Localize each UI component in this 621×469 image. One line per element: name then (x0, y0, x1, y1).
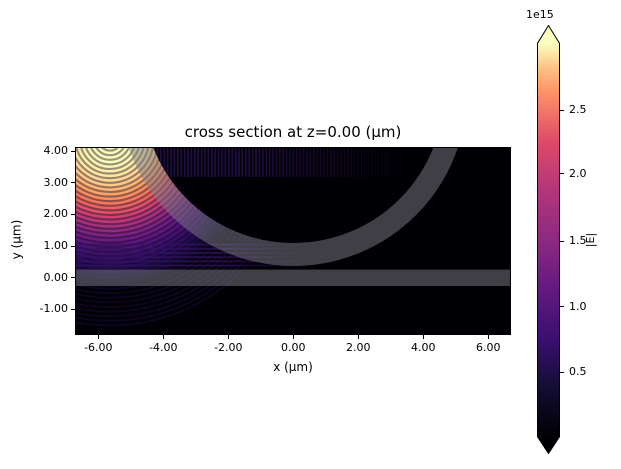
fringe-ring (100, 147, 120, 152)
ring-waveguide-cross-section (128, 147, 458, 266)
fringe-ring (75, 147, 145, 175)
fringe-ring (75, 147, 178, 207)
y-tick-label: 3.00 (43, 175, 69, 189)
y-tick-mark (71, 150, 75, 152)
x-tick-label: 4.00 (411, 341, 436, 354)
fringe-ring (75, 147, 265, 295)
y-tick-mark (71, 213, 75, 215)
y-tick-label: 2.00 (43, 207, 69, 221)
fringe-ring (75, 147, 155, 184)
colorbar-tick-label: 2.5 (569, 103, 587, 116)
colorbar-tick-label: 2.0 (569, 166, 587, 180)
fringe-ring (75, 147, 187, 217)
x-tick-mark (97, 335, 99, 339)
fringe-ring (80, 147, 140, 171)
fringe-ring (75, 147, 279, 308)
y-tick-label: 1.00 (43, 239, 69, 252)
fringe-ring (75, 147, 201, 230)
x-tick-label: 2.00 (346, 341, 371, 354)
fringe-ring (75, 147, 284, 313)
fringe-ring (75, 147, 192, 221)
y-tick-label: 0.00 (43, 270, 69, 284)
fringe-ring (75, 147, 173, 203)
fringe-ring (75, 147, 159, 189)
fringe-ring (75, 147, 261, 290)
colorbar-gradient-bar (537, 25, 560, 454)
fringe-ring (75, 147, 288, 318)
fringe-ring (75, 147, 206, 235)
x-tick-mark (487, 335, 489, 339)
fringe-ring (75, 147, 275, 304)
colorbar-offset-text: 1e15 (526, 8, 554, 21)
fringe-ring (75, 147, 150, 180)
y-tick-mark (71, 245, 75, 247)
y-tick-label: -1.00 (39, 302, 68, 316)
x-tick-label: -6.00 (84, 341, 113, 354)
fringe-ring (94, 147, 126, 157)
fringe-ring (75, 147, 164, 194)
x-tick-label: -4.00 (149, 341, 178, 354)
y-tick-label: 4.00 (43, 144, 69, 157)
stripe-fade-right (245, 147, 405, 177)
fringe-ring (89, 147, 131, 161)
colorbar-tick-mark (560, 371, 564, 373)
colorbar-tick-mark (560, 109, 564, 111)
colorbar-tick-label: 0.5 (569, 365, 587, 379)
x-tick-mark (357, 335, 359, 339)
colorbar-tick-mark (560, 306, 564, 308)
fringe-ring (75, 147, 182, 212)
colorbar (537, 25, 560, 454)
x-tick-mark (162, 335, 164, 339)
x-tick-mark (292, 335, 294, 339)
fringe-ring (75, 147, 215, 244)
fringe-ring (75, 147, 270, 299)
colorbar-tick-label: 1.5 (569, 234, 587, 247)
x-tick-label: -2.00 (214, 341, 243, 354)
plot-title: cross section at z=0.00 (μm) (184, 123, 402, 141)
y-tick-mark (71, 277, 75, 279)
colorbar-tick-mark (560, 240, 564, 242)
fringe-ring (75, 147, 210, 240)
x-tick-mark (227, 335, 229, 339)
fringe-ring (75, 147, 293, 322)
fringe-ring (75, 147, 169, 198)
x-tick-label: 6.00 (476, 341, 501, 354)
y-tick-mark (71, 182, 75, 184)
y-tick-mark (71, 308, 75, 310)
heatmap-plot-area (75, 147, 511, 335)
colorbar-tick-mark (560, 173, 564, 175)
axes-frame (75, 147, 511, 335)
colorbar-tick-label: 1.0 (569, 299, 587, 313)
fringe-ring (75, 147, 196, 226)
x-tick-mark (422, 335, 424, 339)
fringe-ring (75, 147, 298, 327)
x-tick-label: 0.00 (281, 341, 306, 354)
x-axis-label: x (μm) (273, 360, 313, 374)
slab-waveguide-cross-section (75, 269, 511, 286)
fringe-ring (84, 147, 136, 166)
